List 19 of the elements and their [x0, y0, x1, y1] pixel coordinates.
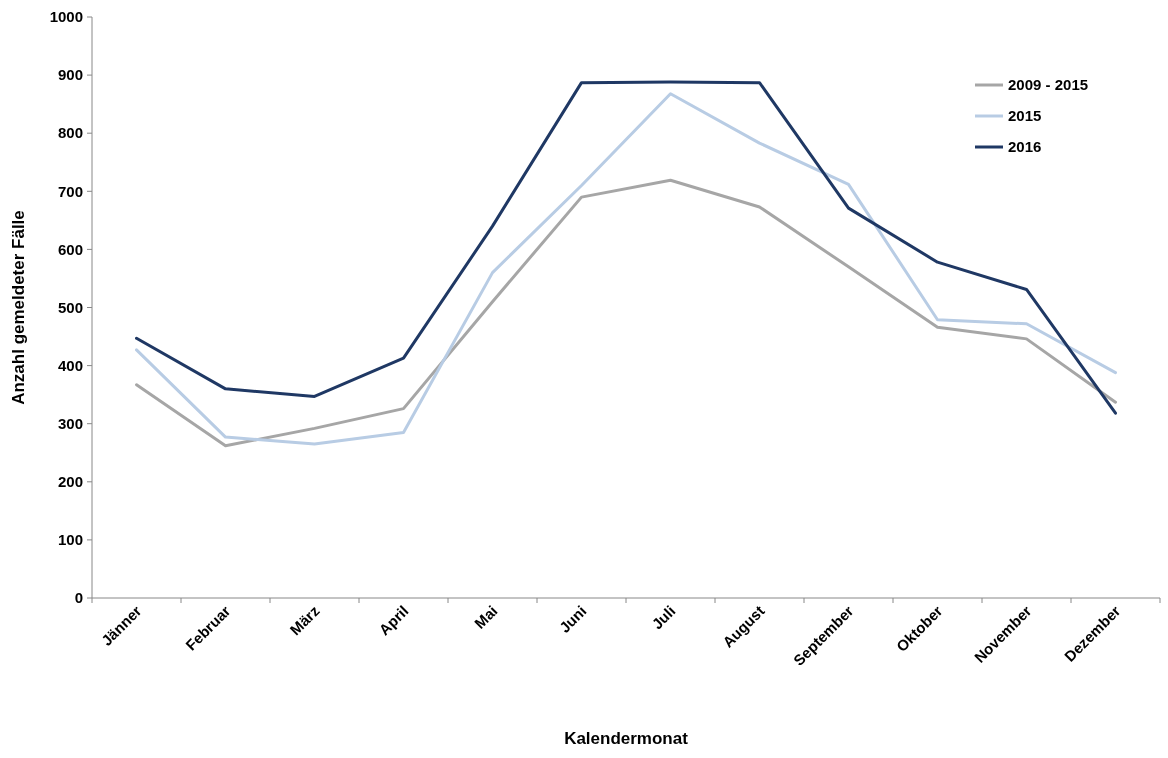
legend-label: 2009 - 2015 — [1008, 76, 1089, 94]
y-tick-label: 1000 — [49, 8, 83, 26]
line-series — [135, 178, 1117, 448]
legend-label: 2015 — [1008, 107, 1042, 125]
y-tick-label: 400 — [57, 356, 83, 374]
y-tick-label: 200 — [57, 473, 83, 491]
x-tick-label: Mai — [470, 602, 501, 632]
y-tick-label: 700 — [57, 182, 83, 200]
y-tick-label: 100 — [57, 531, 83, 549]
y-tick-label: 600 — [57, 240, 83, 258]
legend-label: 2016 — [1008, 138, 1042, 156]
y-tick-label: 300 — [57, 414, 83, 432]
y-tick-label: 800 — [57, 124, 83, 142]
y-tick-label: 0 — [74, 589, 83, 607]
x-axis-title: Kalendermonat — [564, 729, 689, 748]
x-tick-label: Juli — [648, 602, 679, 633]
y-tick-label: 500 — [57, 298, 83, 316]
y-axis-title: Anzahl gemeldeter Fälle — [9, 210, 28, 405]
y-tick-label: 900 — [57, 66, 83, 84]
